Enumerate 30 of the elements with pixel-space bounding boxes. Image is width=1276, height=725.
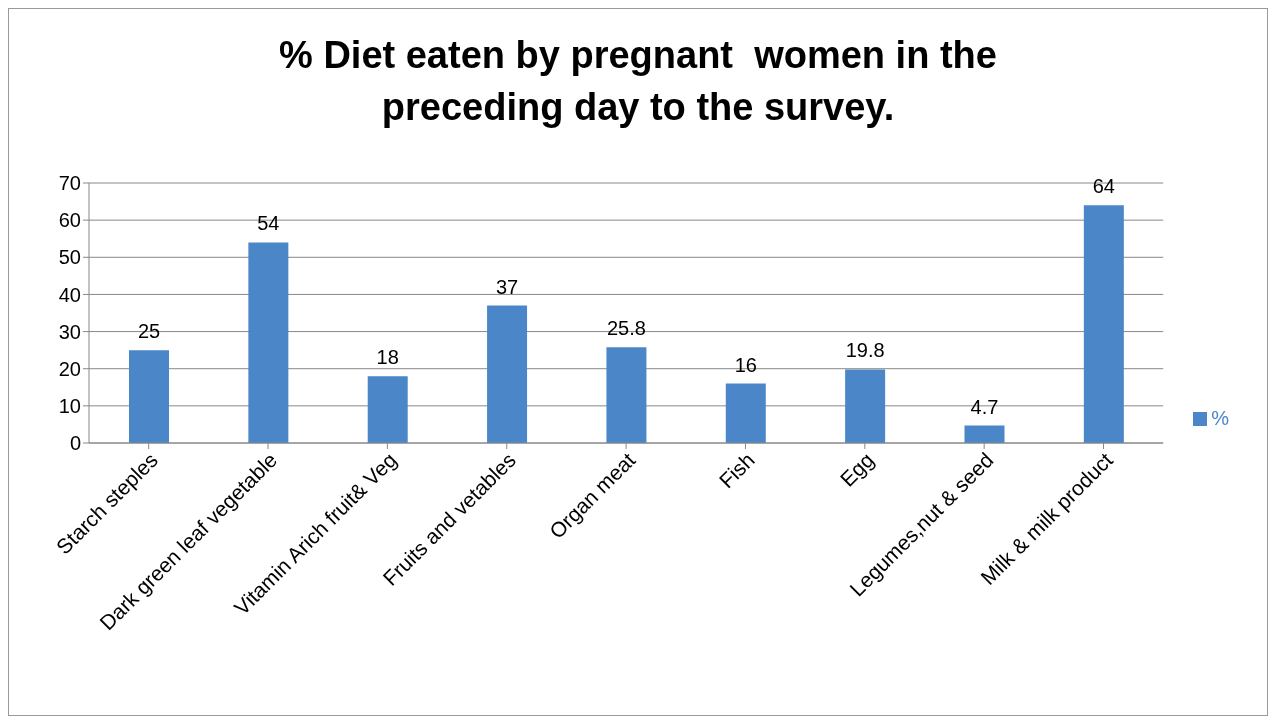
data-label: 64: [1092, 175, 1115, 198]
y-tick-label: 20: [58, 357, 81, 380]
y-tick-label: 10: [58, 394, 81, 417]
bar: [129, 350, 169, 443]
bar: [487, 305, 528, 443]
bar: [964, 425, 1005, 443]
data-label: 4.7: [970, 395, 999, 418]
data-label: 54: [257, 212, 280, 235]
bar: [725, 383, 766, 443]
data-label: 25: [137, 320, 161, 343]
data-label: 16: [734, 353, 757, 376]
data-label: 18: [376, 346, 399, 369]
data-label: 19.8: [845, 339, 885, 362]
legend-label: %: [1211, 406, 1229, 429]
bar: [1083, 205, 1124, 443]
bar: [367, 376, 408, 443]
data-label: 37: [495, 275, 519, 298]
bar: [606, 347, 647, 443]
bar: [845, 369, 886, 443]
y-tick-label: 40: [58, 283, 81, 306]
data-label: 25.8: [606, 317, 646, 340]
chart-title: % Diet eaten by pregnant women in the preceding day to the survey.: [278, 33, 998, 130]
x-tick-label: Fish: [714, 448, 759, 493]
y-tick-label: 30: [58, 320, 81, 343]
y-tick-label: 60: [58, 209, 81, 232]
y-tick-label: 50: [58, 246, 81, 269]
x-tick-label: Egg: [835, 448, 879, 491]
bar: [248, 242, 289, 443]
y-tick-label: 0: [69, 432, 81, 455]
y-tick-label: 70: [58, 172, 81, 195]
